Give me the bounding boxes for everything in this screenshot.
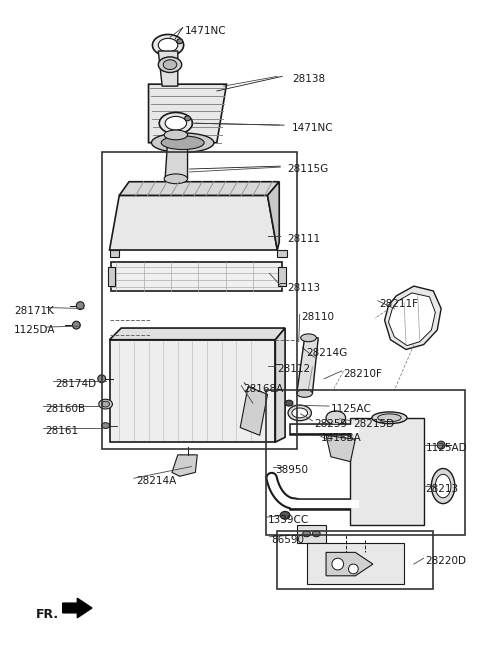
Ellipse shape <box>161 136 204 150</box>
Bar <box>350 418 423 525</box>
Text: 1125AC: 1125AC <box>331 404 372 414</box>
Ellipse shape <box>177 39 183 43</box>
Ellipse shape <box>72 321 80 329</box>
Ellipse shape <box>152 133 214 152</box>
Ellipse shape <box>102 422 109 428</box>
Text: 28171K: 28171K <box>14 306 54 316</box>
Text: 28210F: 28210F <box>344 369 383 379</box>
Polygon shape <box>109 340 276 442</box>
Polygon shape <box>158 51 178 86</box>
Ellipse shape <box>297 389 312 397</box>
Ellipse shape <box>153 34 184 56</box>
Ellipse shape <box>437 441 445 449</box>
Ellipse shape <box>285 400 293 406</box>
Ellipse shape <box>435 474 451 498</box>
Polygon shape <box>172 455 197 476</box>
Text: 28115G: 28115G <box>287 164 328 174</box>
Text: 28113: 28113 <box>287 283 320 293</box>
Polygon shape <box>119 182 279 195</box>
Ellipse shape <box>102 401 109 407</box>
Text: 86590: 86590 <box>271 535 304 545</box>
Ellipse shape <box>432 469 455 503</box>
Ellipse shape <box>185 116 191 121</box>
Text: 1125AD: 1125AD <box>426 443 467 453</box>
Ellipse shape <box>159 113 192 134</box>
Ellipse shape <box>312 531 320 537</box>
Ellipse shape <box>378 414 401 422</box>
Text: 28110: 28110 <box>301 312 335 322</box>
Polygon shape <box>63 598 92 617</box>
Text: 28214G: 28214G <box>307 347 348 358</box>
Bar <box>108 267 115 286</box>
Text: 28168A: 28168A <box>243 384 283 393</box>
Polygon shape <box>109 250 119 257</box>
Text: 28161: 28161 <box>45 426 78 436</box>
Text: 28112: 28112 <box>277 364 311 374</box>
Polygon shape <box>276 328 285 442</box>
Polygon shape <box>109 328 285 340</box>
Text: 1471NC: 1471NC <box>185 26 226 36</box>
Ellipse shape <box>163 60 177 70</box>
Ellipse shape <box>332 558 344 570</box>
Bar <box>278 267 286 286</box>
Ellipse shape <box>164 130 188 140</box>
Text: 1339CC: 1339CC <box>267 515 309 525</box>
Bar <box>277 531 433 589</box>
Ellipse shape <box>303 531 311 537</box>
Ellipse shape <box>288 405 312 420</box>
Text: 1416BA: 1416BA <box>321 434 362 444</box>
Text: 28220D: 28220D <box>426 556 467 566</box>
Polygon shape <box>326 552 373 576</box>
Bar <box>307 542 404 584</box>
Text: 38950: 38950 <box>276 465 308 474</box>
Bar <box>265 391 465 535</box>
Ellipse shape <box>165 117 187 130</box>
Ellipse shape <box>99 399 112 409</box>
Text: 1125DA: 1125DA <box>14 325 55 335</box>
Text: 28160B: 28160B <box>45 404 85 414</box>
Ellipse shape <box>292 408 308 418</box>
Ellipse shape <box>76 302 84 310</box>
Polygon shape <box>148 84 227 143</box>
Text: 28138: 28138 <box>292 74 325 84</box>
Bar <box>111 262 282 291</box>
Text: 28259: 28259 <box>314 418 348 429</box>
Polygon shape <box>326 436 355 462</box>
Ellipse shape <box>280 511 290 519</box>
Text: 28215D: 28215D <box>353 418 395 429</box>
Polygon shape <box>165 135 188 179</box>
Text: 28211F: 28211F <box>380 299 419 309</box>
Text: 1471NC: 1471NC <box>292 123 334 133</box>
Polygon shape <box>388 293 435 345</box>
Text: 28214A: 28214A <box>136 476 176 486</box>
Polygon shape <box>267 182 279 250</box>
Polygon shape <box>277 250 287 257</box>
Ellipse shape <box>348 564 358 574</box>
Text: 28213: 28213 <box>426 484 459 494</box>
Bar <box>102 152 297 449</box>
Ellipse shape <box>300 334 316 342</box>
Bar <box>297 525 326 542</box>
Polygon shape <box>384 286 441 349</box>
Ellipse shape <box>164 174 188 184</box>
Ellipse shape <box>326 411 346 424</box>
Polygon shape <box>240 387 267 436</box>
Ellipse shape <box>158 57 182 72</box>
Polygon shape <box>109 195 277 250</box>
Polygon shape <box>297 338 318 393</box>
Ellipse shape <box>98 375 106 383</box>
Ellipse shape <box>372 412 407 424</box>
Ellipse shape <box>158 38 178 52</box>
Text: 28174D: 28174D <box>55 379 96 389</box>
Text: 28111: 28111 <box>287 235 320 244</box>
Text: FR.: FR. <box>36 608 59 621</box>
